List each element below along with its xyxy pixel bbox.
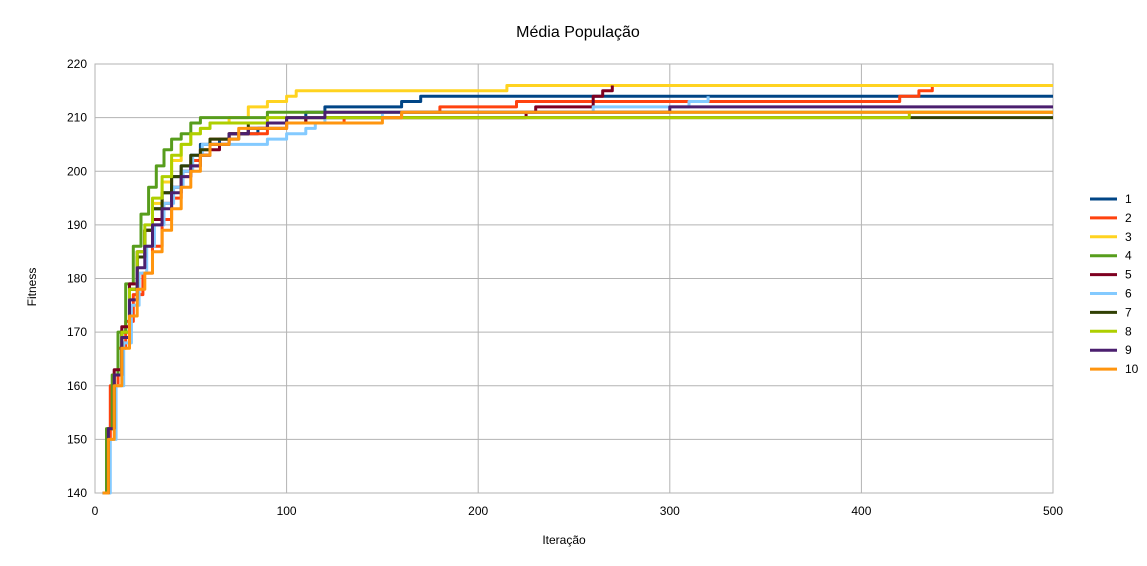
- x-tick-label-200: 200: [468, 504, 488, 518]
- legend-label-5: 5: [1125, 268, 1132, 282]
- y-tick-label-150: 150: [67, 432, 87, 446]
- legend-label-7: 7: [1125, 305, 1132, 319]
- y-tick-label-180: 180: [67, 272, 87, 286]
- chart-title: Média População: [516, 24, 640, 41]
- legend-label-2: 2: [1125, 211, 1132, 225]
- legend: 1 2 3 4 5 6 7 8 9 10: [1090, 192, 1139, 376]
- x-axis-label: Iteração: [542, 533, 586, 547]
- plot-area: [94, 63, 1054, 494]
- series-line-7: [102, 116, 1053, 495]
- legend-label-8: 8: [1125, 324, 1132, 338]
- x-tick-label-400: 400: [851, 504, 871, 518]
- y-tick-label-220: 220: [67, 57, 87, 71]
- y-tick-label-170: 170: [67, 325, 87, 339]
- legend-label-1: 1: [1125, 192, 1132, 206]
- x-tick-label-500: 500: [1043, 504, 1063, 518]
- y-tick-label-200: 200: [67, 164, 87, 178]
- legend-label-10: 10: [1125, 362, 1139, 376]
- series-line-5: [102, 85, 614, 495]
- plot-border: [94, 63, 1054, 494]
- series-line-8: [102, 110, 1053, 495]
- y-tick-label-140: 140: [67, 486, 87, 500]
- y-tick-label-210: 210: [67, 111, 87, 125]
- x-tick-label-300: 300: [660, 504, 680, 518]
- series-layer: [102, 84, 1053, 495]
- legend-label-9: 9: [1125, 343, 1132, 357]
- legend-label-6: 6: [1125, 287, 1132, 301]
- y-axis-label: Fitness: [25, 268, 39, 307]
- legend-label-4: 4: [1125, 249, 1132, 263]
- series-line-3: [102, 84, 1053, 495]
- y-axis-ticks: 140 150 160 170 180 190 200 210 220: [67, 57, 87, 500]
- series-line-2: [102, 84, 1053, 495]
- x-tick-label-0: 0: [92, 504, 99, 518]
- series-line-9: [102, 105, 1053, 495]
- series-line-10: [102, 110, 1053, 495]
- x-tick-label-100: 100: [277, 504, 297, 518]
- series-line-1: [102, 94, 1053, 495]
- x-axis-ticks: 0 100 200 300 400 500: [92, 504, 1064, 518]
- y-tick-label-160: 160: [67, 379, 87, 393]
- y-tick-label-190: 190: [67, 218, 87, 232]
- legend-label-3: 3: [1125, 230, 1132, 244]
- series-line-4: [102, 110, 1053, 495]
